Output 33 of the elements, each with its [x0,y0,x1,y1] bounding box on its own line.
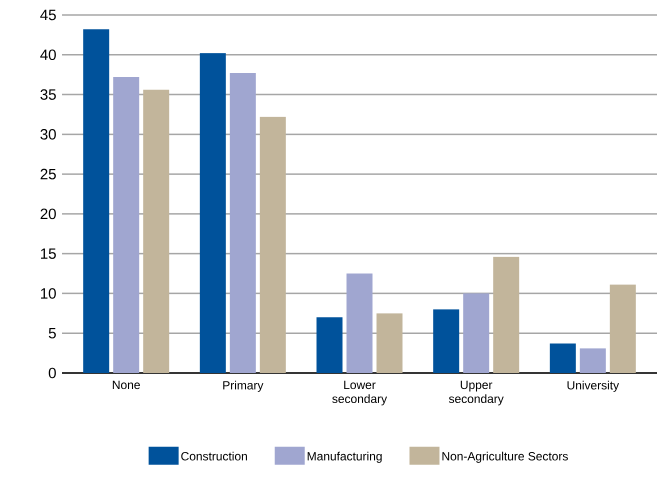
y-tick-label: 25 [40,168,56,180]
bar [83,29,110,373]
bar [230,73,256,373]
y-tick-label: 40 [40,49,56,60]
bar [143,90,170,373]
y-tick-label: 0 [48,368,56,378]
bar [433,309,460,373]
y-tick-label: 45 [40,10,56,20]
bar [200,53,226,373]
bar [580,348,606,373]
legend-label: Construction [181,452,247,460]
legend-label: Non-Agriculture Sectors [442,452,568,463]
bar [550,344,576,373]
bar [463,293,490,373]
y-tick-label: 30 [40,129,56,140]
y-tick-label: 35 [40,89,56,100]
y-tick-label: 20 [40,208,56,220]
bar [376,313,403,373]
x-tick-label: Lower secondary [332,380,388,406]
y-tick-label: 15 [41,248,56,259]
y-tick-label: 5 [48,328,56,338]
x-tick-label: University [568,380,620,392]
x-tick-label: Upper secondary [448,380,504,406]
bar [493,256,520,373]
legend-label: Manufacturing [308,452,382,463]
bar [316,317,343,373]
bar [113,77,140,373]
x-tick-label: Primary [223,380,264,392]
bar [610,284,636,373]
x-tick-label: None [112,380,140,390]
bar [346,274,373,373]
bar [260,116,286,373]
y-tick-label: 10 [41,288,56,299]
